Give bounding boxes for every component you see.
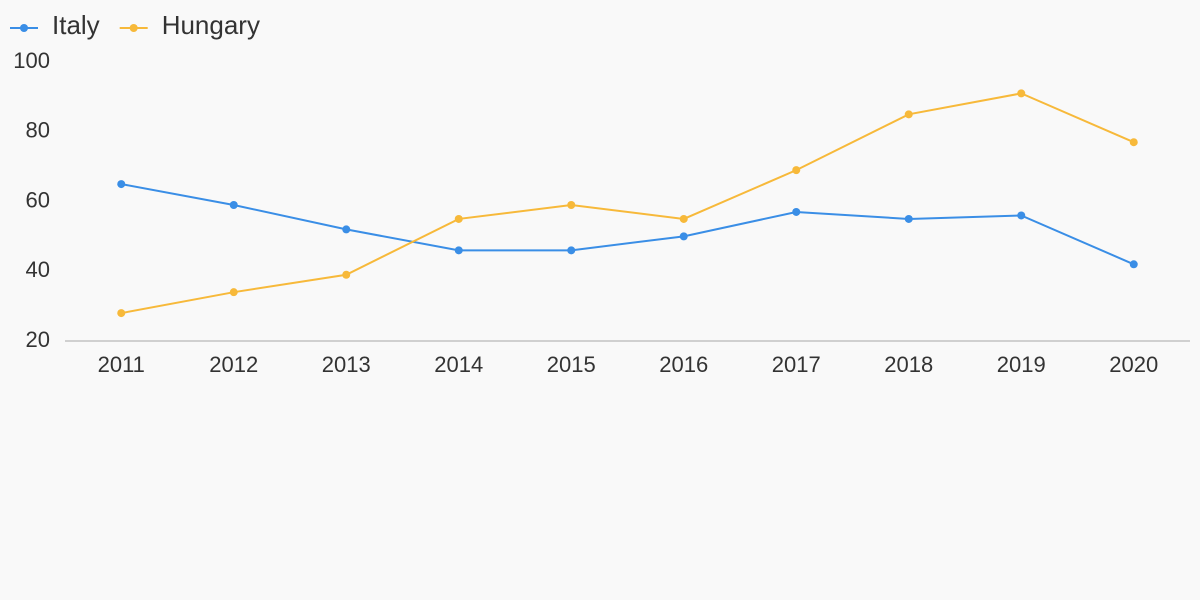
data-point <box>454 214 463 223</box>
data-point <box>792 207 801 216</box>
legend-label[interactable]: Italy <box>52 10 100 40</box>
series-line <box>121 183 1135 266</box>
legend-marker-dot <box>20 24 28 32</box>
x-tick-label: 2012 <box>209 352 258 377</box>
x-tick-label: 2019 <box>997 352 1046 377</box>
data-point <box>792 166 801 175</box>
x-tick-label: 2020 <box>1109 352 1158 377</box>
data-point <box>117 309 126 318</box>
y-tick-label: 60 <box>26 187 50 212</box>
data-point <box>229 288 238 297</box>
x-tick-label: 2016 <box>659 352 708 377</box>
y-tick-label: 80 <box>26 118 50 143</box>
data-point <box>1017 211 1026 220</box>
data-point <box>342 225 351 234</box>
data-point <box>567 246 576 255</box>
data-point <box>679 232 688 241</box>
data-point <box>567 200 576 209</box>
x-tick-label: 2015 <box>547 352 596 377</box>
legend-label[interactable]: Hungary <box>162 10 260 40</box>
x-tick-label: 2014 <box>434 352 483 377</box>
series-line <box>121 92 1135 315</box>
data-point <box>679 214 688 223</box>
x-tick-label: 2013 <box>322 352 371 377</box>
data-point <box>117 180 126 189</box>
data-point <box>904 110 913 119</box>
data-point <box>454 246 463 255</box>
x-tick-label: 2011 <box>98 352 145 377</box>
x-tick-label: 2018 <box>884 352 933 377</box>
data-point <box>1129 138 1138 147</box>
x-tick-label: 2017 <box>772 352 821 377</box>
data-point <box>229 200 238 209</box>
y-tick-label: 20 <box>26 327 50 352</box>
legend-marker-dot <box>129 24 138 32</box>
y-tick-label: 40 <box>26 257 50 282</box>
data-point <box>342 270 351 279</box>
data-point <box>1017 89 1026 98</box>
data-point <box>1129 260 1138 269</box>
y-tick-label: 100 <box>13 48 50 73</box>
data-point <box>904 214 913 223</box>
